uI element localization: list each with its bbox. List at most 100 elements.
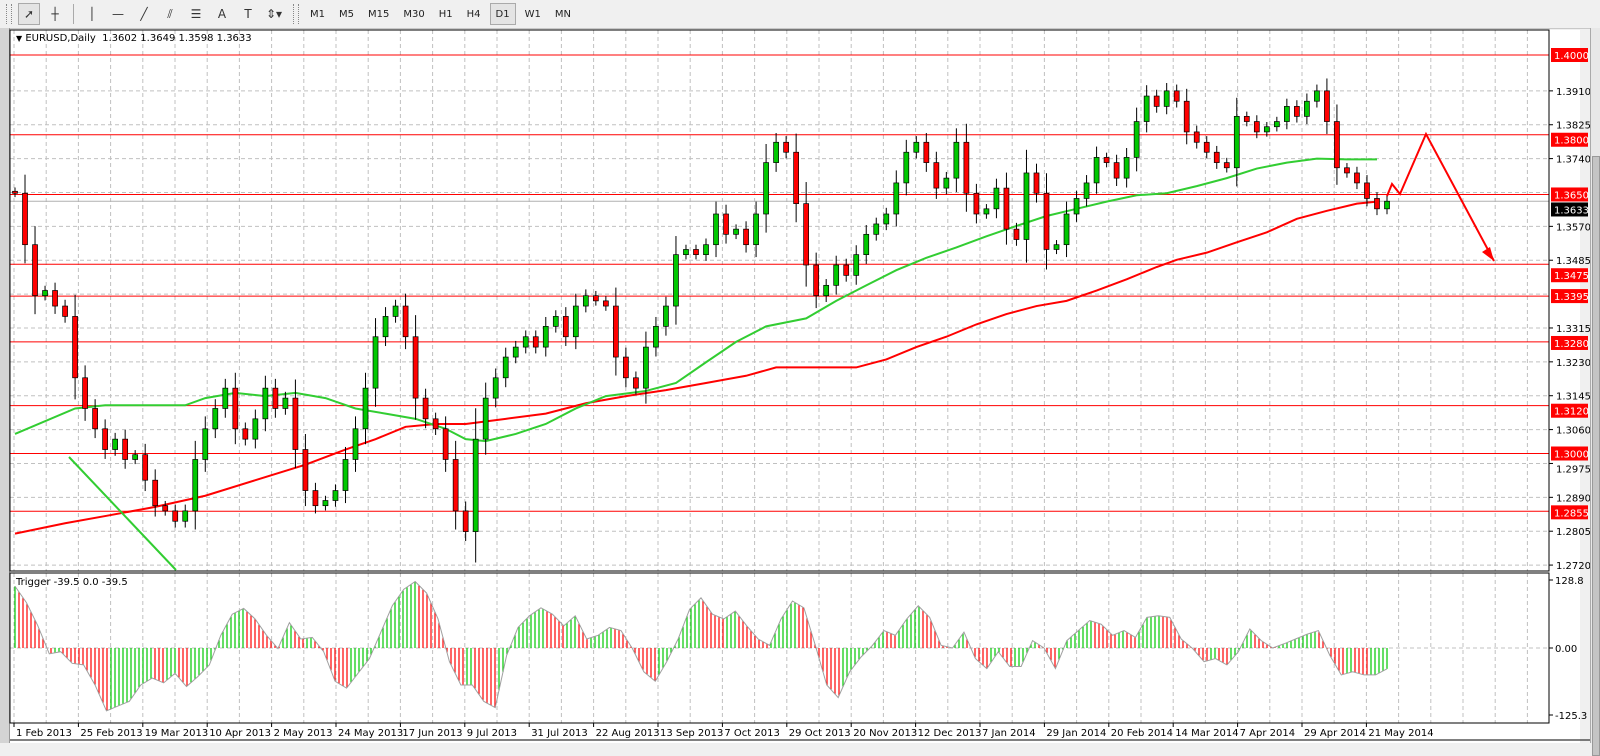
candle [1374, 192, 1380, 216]
timeframe-mn-button[interactable]: MN [554, 8, 571, 20]
candle-body [182, 510, 189, 522]
candle-body [372, 336, 379, 389]
candle [402, 293, 409, 350]
candle-body [462, 510, 469, 532]
candle [753, 201, 759, 258]
toolbar-grip[interactable] [293, 4, 299, 24]
arrows-dropdown-icon[interactable]: ⇕▾ [265, 7, 283, 21]
candle [512, 340, 519, 364]
level-price-label: 1.3000 [1554, 450, 1589, 461]
scrollbar-thumb[interactable] [1592, 156, 1600, 756]
candle [1073, 190, 1080, 222]
candle-body [1033, 172, 1040, 194]
timeframe-d1-button[interactable]: D1 [489, 3, 516, 25]
candle-body [1284, 106, 1290, 122]
toolbar-grip[interactable] [6, 4, 12, 24]
indicator-tick-label: 0.00 [1555, 644, 1577, 655]
candle [883, 207, 890, 231]
x-tick-label: 20 Feb 2014 [1111, 728, 1173, 739]
timeframe-m5-button[interactable]: M5 [339, 8, 354, 20]
level-price-tag [1551, 268, 1588, 283]
candle [1223, 157, 1230, 173]
candle-body [92, 408, 98, 430]
candle [392, 299, 399, 323]
candle-body [492, 377, 499, 399]
timeframe-m30-button[interactable]: M30 [403, 8, 425, 20]
candle-body [1374, 198, 1380, 210]
candle [382, 307, 389, 347]
timeframe-w1-button[interactable]: W1 [524, 8, 541, 20]
text-icon[interactable]: A [217, 7, 227, 21]
candle-body [683, 249, 689, 255]
candle-body [723, 213, 729, 235]
candle [182, 504, 189, 528]
x-tick-label: 29 Jan 2014 [1046, 728, 1106, 739]
vertical-line-icon[interactable]: │ [88, 7, 96, 21]
collapse-triangle-icon[interactable]: ▼ [16, 34, 23, 43]
separator [73, 4, 74, 24]
candle-body [1334, 121, 1340, 169]
y-tick-label: 1.3145 [1556, 392, 1590, 403]
candle-body [1193, 131, 1200, 143]
candle [32, 226, 38, 315]
equidistant-channel-icon[interactable]: ⫽ [167, 6, 173, 21]
candle-body [1354, 172, 1360, 184]
vertical-scrollbar[interactable] [1590, 28, 1600, 756]
crosshair-icon[interactable]: ┼ [51, 7, 59, 21]
candle-body [252, 418, 259, 440]
symbol-label: EURUSD,Daily [25, 33, 96, 44]
candle [613, 287, 619, 376]
candle-body [933, 162, 940, 189]
candle-body [863, 233, 870, 255]
level-price-label: 1.4000 [1554, 51, 1589, 62]
horizontal-line-icon[interactable]: — [112, 7, 124, 21]
candle-body [102, 428, 108, 450]
candle [743, 221, 749, 253]
timeframe-h4-button[interactable]: H4 [466, 8, 481, 20]
candle-body [1233, 116, 1240, 169]
candle [112, 432, 118, 456]
y-tick-label: 1.2975 [1556, 465, 1590, 476]
candle [592, 290, 599, 306]
candle-body [893, 182, 900, 215]
candle [562, 307, 569, 347]
candle-body [552, 316, 559, 327]
current-price-label: 1.3633 [1554, 205, 1589, 216]
candle-body [472, 438, 479, 532]
cursor-icon[interactable]: ➚ [18, 3, 40, 25]
level-price-tag [1551, 132, 1588, 147]
y-tick-label: 1.3740 [1556, 155, 1590, 166]
candle [292, 379, 299, 469]
candle [653, 316, 659, 357]
text-label-icon[interactable]: T [244, 7, 252, 21]
timeframe-m1-button[interactable]: M1 [310, 8, 325, 20]
candle-body [1023, 172, 1030, 240]
arrowhead-icon [1482, 247, 1494, 261]
candle [542, 316, 549, 357]
candle [52, 282, 58, 314]
candle-body [703, 244, 709, 255]
indicator-signal-line [14, 580, 1388, 712]
candle [1103, 152, 1110, 168]
price-chart[interactable]: 1.4000 1.3910 1.3825 1.3800 1.3740 1.3650 1.36… [0, 0, 1590, 743]
candle [1093, 146, 1100, 194]
timeframe-h1-button[interactable]: H1 [438, 8, 453, 20]
candle [683, 244, 689, 260]
candle-body [713, 213, 719, 246]
candle [442, 416, 449, 472]
candle [1153, 89, 1160, 113]
candle [372, 318, 379, 407]
candle [412, 315, 419, 420]
x-tick-label: 2 May 2013 [274, 728, 333, 739]
fibonacci-icon[interactable]: ☰ [190, 7, 202, 21]
candle [1334, 104, 1340, 185]
candle [552, 310, 559, 333]
candle [12, 187, 18, 198]
timeframe-m15-button[interactable]: M15 [368, 8, 390, 20]
candle [1083, 175, 1090, 207]
candle [482, 382, 489, 455]
x-tick-label: 7 Jan 2014 [982, 728, 1036, 739]
candle [322, 495, 329, 511]
trendline-icon[interactable]: ╱ [140, 7, 148, 21]
candle [933, 151, 940, 199]
